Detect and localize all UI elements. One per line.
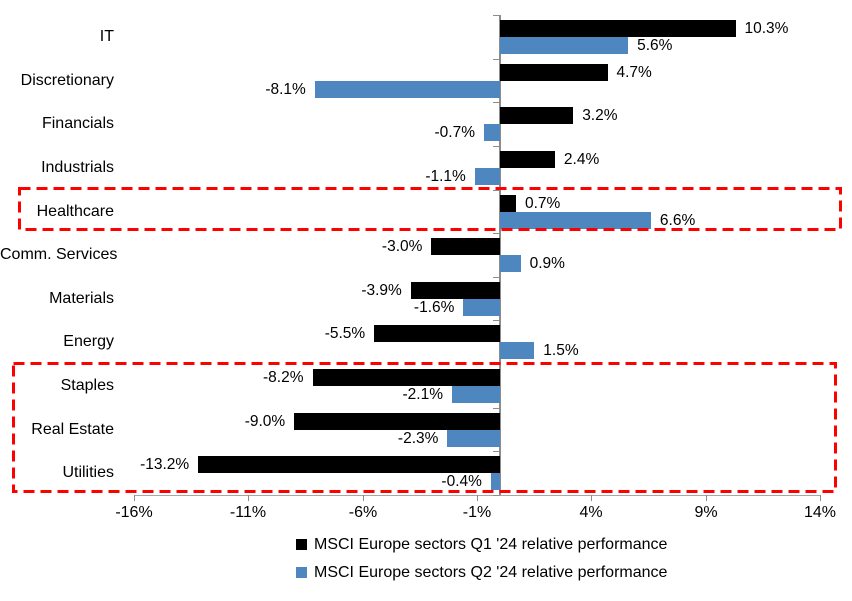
value-label: 2.4% bbox=[563, 151, 600, 168]
category-label: IT bbox=[99, 28, 114, 45]
category-label: Staples bbox=[60, 377, 114, 394]
bar-q1-utilities bbox=[198, 456, 500, 473]
category-label: Real Estate bbox=[31, 421, 114, 438]
category-label: Healthcare bbox=[36, 203, 114, 220]
legend-label-q2: MSCI Europe sectors Q2 '24 relative perf… bbox=[314, 564, 668, 581]
legend-item-q1: MSCI Europe sectors Q1 '24 relative perf… bbox=[296, 536, 667, 553]
value-label: -0.4% bbox=[441, 473, 482, 490]
category-axis-tick bbox=[493, 277, 500, 278]
category-label: Industrials bbox=[41, 159, 114, 176]
category-axis-tick bbox=[493, 102, 500, 103]
value-label: -5.5% bbox=[324, 325, 366, 342]
value-label: -0.7% bbox=[434, 124, 476, 141]
bar-q1-comm-services bbox=[431, 238, 500, 255]
value-label: -3.9% bbox=[361, 282, 402, 299]
category-axis-tick bbox=[493, 451, 500, 452]
x-axis-tick bbox=[134, 495, 135, 501]
value-label: -1.1% bbox=[425, 168, 466, 185]
value-label: 5.6% bbox=[637, 37, 673, 54]
x-axis-tick bbox=[820, 495, 821, 501]
value-label: -1.6% bbox=[413, 299, 455, 316]
bar-q1-energy bbox=[374, 325, 500, 342]
x-axis-tick bbox=[248, 495, 249, 501]
category-axis-tick bbox=[493, 408, 500, 409]
legend-label-q1: MSCI Europe sectors Q1 '24 relative perf… bbox=[314, 536, 668, 553]
bar-q2-it bbox=[500, 37, 629, 54]
x-axis-tick-label: -16% bbox=[115, 504, 153, 521]
category-axis-tick bbox=[493, 15, 500, 16]
value-label: -8.2% bbox=[263, 369, 304, 386]
x-axis-tick-label: 14% bbox=[803, 504, 837, 521]
category-axis-tick bbox=[493, 59, 500, 60]
x-axis-tick-label: -6% bbox=[348, 504, 378, 521]
highlight-box-healthcare bbox=[18, 187, 842, 231]
category-axis-tick bbox=[493, 190, 500, 191]
x-axis-tick-label: -1% bbox=[462, 504, 492, 521]
value-label: 3.2% bbox=[582, 107, 618, 124]
bar-q1-discretionary bbox=[500, 64, 608, 81]
bar-q1-it bbox=[500, 20, 736, 37]
value-label: -13.2% bbox=[140, 456, 190, 473]
bar-q2-industrials bbox=[474, 168, 500, 185]
value-label: 1.5% bbox=[543, 342, 579, 359]
bar-q2-real-estate bbox=[447, 430, 500, 447]
category-axis-tick bbox=[493, 495, 500, 496]
category-label: Financials bbox=[41, 115, 114, 132]
value-label: 0.9% bbox=[529, 255, 565, 272]
bar-q2-materials bbox=[463, 299, 500, 316]
category-label: Comm. Services bbox=[0, 246, 118, 263]
value-label: 6.6% bbox=[659, 212, 696, 229]
category-axis-tick bbox=[493, 364, 500, 365]
bar-q1-real-estate bbox=[294, 413, 500, 430]
bar-q2-discretionary bbox=[314, 81, 500, 98]
value-label: 0.7% bbox=[525, 195, 561, 212]
legend-item-q2: MSCI Europe sectors Q2 '24 relative perf… bbox=[296, 564, 667, 581]
bar-q1-healthcare bbox=[500, 195, 516, 212]
category-axis-tick bbox=[493, 146, 500, 147]
value-label: -2.3% bbox=[397, 430, 439, 447]
category-axis-tick bbox=[493, 320, 500, 321]
bar-q1-financials bbox=[500, 107, 574, 124]
bar-q1-industrials bbox=[500, 151, 555, 168]
bar-q2-energy bbox=[500, 342, 535, 359]
value-label: -9.0% bbox=[244, 413, 286, 430]
x-axis-tick-label: -11% bbox=[229, 504, 267, 521]
category-axis-tick bbox=[493, 233, 500, 234]
value-label: -2.1% bbox=[402, 386, 444, 403]
x-axis-tick bbox=[706, 495, 707, 501]
bar-q2-financials bbox=[484, 124, 500, 141]
legend-swatch-q2-icon bbox=[296, 567, 307, 578]
category-label: Materials bbox=[49, 290, 114, 307]
bar-q2-staples bbox=[452, 386, 500, 403]
bar-q2-utilities bbox=[490, 473, 500, 490]
x-axis-tick-label: 9% bbox=[694, 504, 718, 521]
x-axis-tick-label: 4% bbox=[579, 504, 603, 521]
value-label: 10.3% bbox=[744, 20, 789, 37]
category-label: Discretionary bbox=[20, 72, 114, 89]
bar-q2-healthcare bbox=[500, 212, 651, 229]
value-label: -3.0% bbox=[381, 238, 423, 255]
bar-q1-materials bbox=[410, 282, 500, 299]
bar-q1-staples bbox=[312, 369, 500, 386]
category-label: Energy bbox=[63, 333, 114, 350]
value-label: 4.7% bbox=[616, 64, 652, 81]
category-label: Utilities bbox=[62, 464, 114, 481]
bar-q2-comm-services bbox=[500, 255, 521, 272]
x-axis-tick bbox=[363, 495, 364, 501]
legend: MSCI Europe sectors Q1 '24 relative perf… bbox=[296, 536, 667, 581]
legend-swatch-q1-icon bbox=[296, 539, 307, 550]
x-axis-tick bbox=[591, 495, 592, 501]
value-label: -8.1% bbox=[265, 81, 306, 98]
x-axis-tick bbox=[477, 495, 478, 501]
